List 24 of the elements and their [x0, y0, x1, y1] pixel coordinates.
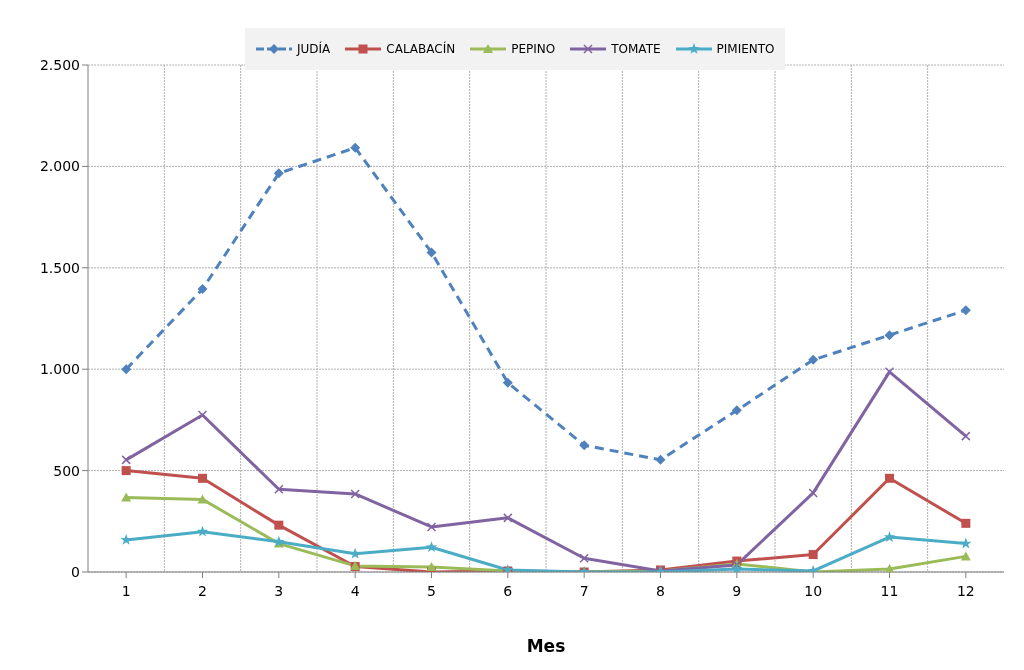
- x-tick-label: 9: [732, 582, 742, 599]
- y-tick-label: 2.500: [39, 56, 80, 73]
- x-tick-label: 12: [956, 582, 975, 599]
- y-tick-label: 1.500: [39, 259, 80, 276]
- x-tick-label: 4: [350, 582, 360, 599]
- x-axis-title: Mes: [526, 636, 566, 656]
- x-tick-label: 6: [503, 582, 513, 599]
- x-tick-label: 7: [579, 582, 589, 599]
- x-tick-label: 11: [880, 582, 899, 599]
- x-tick-label: 10: [804, 582, 823, 599]
- legend-label: TOMATE: [611, 42, 661, 56]
- x-tick-label: 5: [427, 582, 436, 599]
- y-tick-label: 2.000: [39, 158, 80, 175]
- legend-label: JUDÍA: [297, 42, 331, 56]
- y-tick-label: 500: [53, 462, 80, 479]
- x-tick-label: 3: [274, 582, 284, 599]
- legend-label: CALABACÍN: [386, 42, 456, 56]
- y-tick-label: 1.000: [39, 361, 80, 378]
- legend-label: PIMIENTO: [716, 42, 775, 56]
- x-tick-label: 1: [121, 582, 131, 599]
- legend-label: PEPINO: [511, 42, 556, 56]
- x-tick-label: 2: [198, 582, 207, 599]
- x-tick-label: 8: [656, 582, 665, 599]
- y-tick-label: 0: [71, 563, 80, 580]
